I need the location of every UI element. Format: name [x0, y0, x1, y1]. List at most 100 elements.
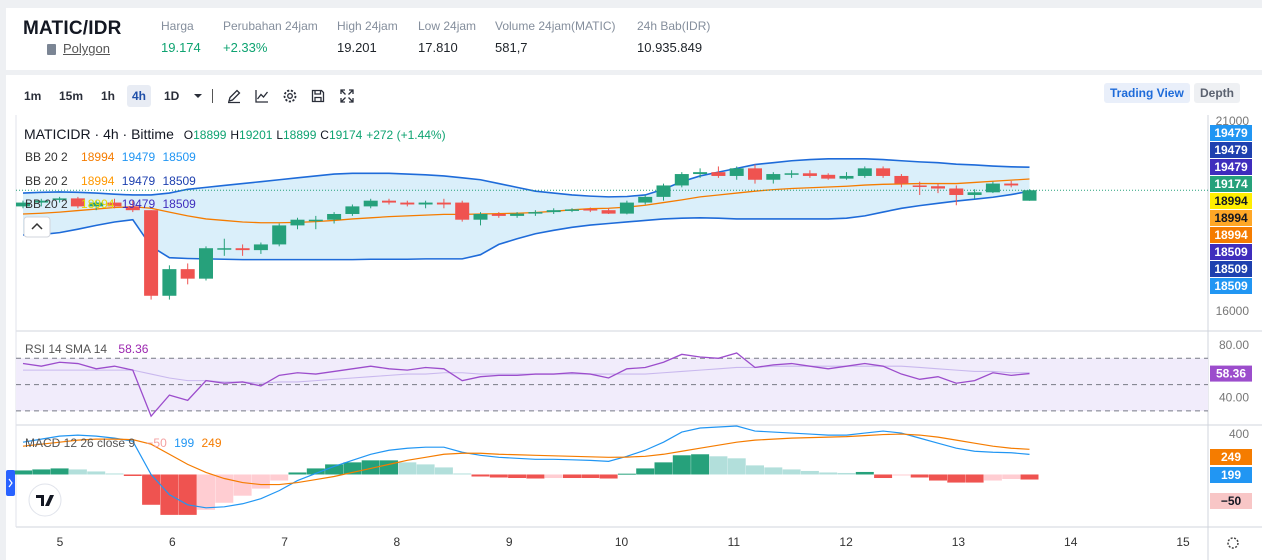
depth-button[interactable]: Depth [1194, 83, 1240, 103]
side-tab [6, 470, 15, 496]
candle [16, 202, 30, 207]
price-badge-text: 18994 [1214, 211, 1248, 225]
time-axis-label: 15 [1176, 535, 1190, 549]
candle [345, 206, 360, 214]
macd-histogram-bar [617, 473, 636, 475]
bb-label: BB 20 2 [25, 150, 68, 164]
rsi-value: 58.36 [118, 342, 149, 356]
rsi-legend: RSI 14 SMA 14 58.36 [25, 342, 148, 356]
timeframe-1h[interactable]: 1h [101, 89, 116, 103]
price-axis-tick: 21000 [1216, 115, 1250, 128]
bb-upper-line [22, 158, 1030, 198]
macd-badge-text: −50 [1221, 494, 1242, 508]
candle [857, 168, 872, 176]
macd-histogram-bar [1002, 474, 1021, 480]
stat-label: High 24jam [337, 19, 398, 33]
macd-histogram-bar [819, 472, 838, 475]
timeframe-1m[interactable]: 1m [24, 89, 42, 103]
ohlc-close-value: 19174 [328, 128, 363, 142]
timeframe-1d[interactable]: 1D [164, 89, 180, 103]
macd-histogram-bar [87, 471, 106, 475]
time-axis-label: 11 [728, 535, 741, 549]
ohlc-low-value: 18899 [283, 128, 317, 142]
gear-icon[interactable] [282, 88, 298, 104]
price-badge [1210, 193, 1252, 209]
macd-histogram-bar [471, 474, 490, 477]
pencil-icon[interactable] [226, 88, 242, 104]
price-chart[interactable]: 210001600080.0040.0040001947919479194791… [6, 115, 1262, 560]
time-axis-label: 7 [281, 535, 288, 549]
ohlc-high-label: H [230, 128, 240, 142]
trading-view-button[interactable]: Trading View [1104, 83, 1190, 103]
candle [528, 212, 543, 214]
ohlc-close-label: C [320, 128, 329, 142]
collapse-legend-button[interactable] [23, 216, 51, 238]
logo-circle [28, 483, 62, 517]
tradingview-logo-icon [36, 495, 54, 506]
price-badge-text: 18994 [1214, 194, 1248, 208]
bb-basis-value: 18994 [81, 150, 115, 164]
stat-volume: Volume 24jam(MATIC) 581,7 [495, 19, 615, 55]
stat-value: 19.201 [337, 40, 377, 55]
macd-histogram-bar [1020, 474, 1039, 480]
rsi-axis-tick: 80.00 [1219, 338, 1249, 352]
candle [967, 192, 982, 195]
line-chart-icon[interactable] [254, 88, 270, 104]
time-axis-label: 14 [1064, 535, 1078, 549]
stat-label: Perubahan 24jam [223, 19, 318, 33]
candle [382, 200, 396, 203]
ohlc-low-label: L [276, 128, 283, 142]
pair-title: MATIC/IDR [23, 18, 122, 39]
candle [784, 173, 799, 175]
chart-toolbar: 1m 15m 1h 4h 1D Trading View Depth [6, 75, 1262, 115]
chevron-down-icon[interactable] [190, 88, 206, 104]
rsi-badge [1210, 365, 1252, 382]
coin-name-link[interactable]: Polygon [46, 41, 110, 56]
candle [619, 202, 634, 214]
ohlc-open-value: 18899 [193, 128, 227, 142]
time-axis-label: 10 [615, 535, 629, 549]
macd-histogram-bar [837, 472, 856, 475]
chart-legend-main: MATICIDR · 4h · Bittime O18899 H19201 L1… [24, 126, 446, 142]
rsi-sma-line [23, 365, 1030, 384]
price-badge-text: 19479 [1214, 143, 1248, 157]
macd-histogram-bar [489, 474, 508, 478]
stat-value: 581,7 [495, 40, 528, 55]
stat-label: Low 24jam [418, 19, 477, 33]
stat-value: 10.935.849 [637, 40, 703, 55]
timeframe-15m[interactable]: 15m [59, 89, 84, 103]
macd-histogram-bar [434, 467, 453, 475]
rsi-line [22, 352, 1030, 418]
candle [144, 210, 159, 296]
macd-histogram-bar [947, 474, 966, 483]
macd-badge-text: 199 [1221, 468, 1241, 482]
coin-name[interactable]: Polygon [63, 41, 110, 56]
timeframe-4h[interactable]: 4h [127, 85, 152, 107]
ohlc-high-value: 19201 [239, 128, 273, 142]
market-header: MATIC/IDR Polygon Harga 19.174 Perubahan… [6, 8, 1262, 70]
candle [363, 200, 378, 207]
stat-price: Harga 19.174 [161, 19, 201, 55]
price-badge [1210, 125, 1252, 141]
candle [711, 172, 726, 176]
candle [34, 200, 49, 203]
candle [418, 202, 433, 205]
fullscreen-icon[interactable] [339, 88, 355, 104]
chart-panel: 1m 15m 1h 4h 1D Trading View Depth 21000… [6, 75, 1262, 560]
axis-settings-gear-icon[interactable] [1227, 537, 1239, 549]
macd-histogram-bar [32, 469, 51, 475]
price-badge-text: 18509 [1214, 279, 1248, 293]
macd-histogram-bar [892, 474, 911, 476]
stat-change: Perubahan 24jam +2.33% [223, 19, 318, 55]
save-icon[interactable] [310, 88, 326, 104]
candle [253, 244, 268, 251]
macd-histogram-bar [654, 462, 673, 475]
price-badge-text: 19174 [1214, 177, 1248, 191]
stat-value: +2.33% [223, 40, 268, 55]
macd-histogram-bar [544, 474, 563, 479]
bb-lower-value: 18509 [162, 174, 196, 188]
price-badge [1210, 142, 1252, 158]
candle [802, 173, 817, 176]
time-axis-label: 8 [394, 535, 401, 549]
side-panel-toggle[interactable] [6, 470, 15, 496]
